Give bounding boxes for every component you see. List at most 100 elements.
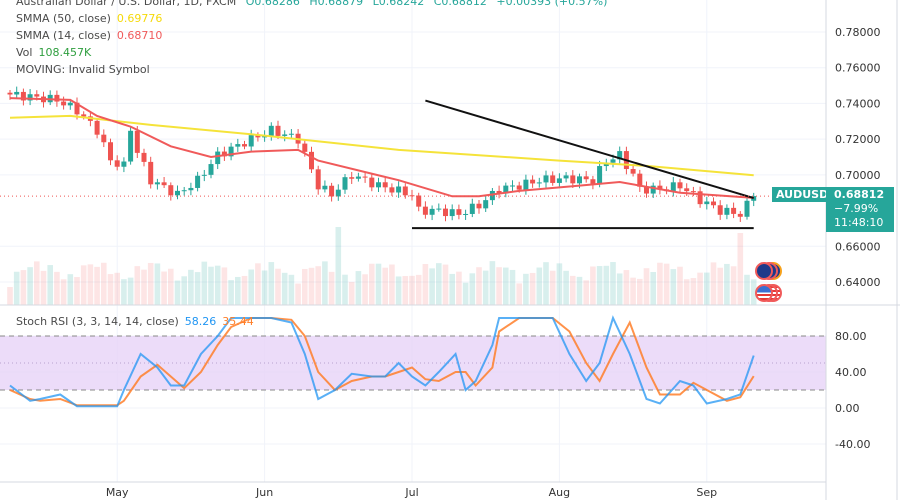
volume-bar xyxy=(174,280,181,305)
candle-body xyxy=(228,146,234,157)
candle-body xyxy=(235,144,241,147)
volume-bar xyxy=(54,271,60,305)
candle-body xyxy=(684,188,690,192)
price-axis-label: 0.74000 xyxy=(835,97,881,110)
candle-body xyxy=(443,208,448,217)
volume-bar xyxy=(409,275,415,305)
volume-bar xyxy=(596,266,603,305)
volume-bar xyxy=(516,283,522,305)
candle-body xyxy=(570,175,576,184)
volume-bar xyxy=(603,265,610,305)
volume-bar xyxy=(362,274,368,305)
candle-body xyxy=(349,177,355,179)
moving-legend[interactable]: MOVING: Invalid Symbol xyxy=(16,63,156,76)
volume-bar xyxy=(241,275,248,305)
time-axis-label: Aug xyxy=(549,486,570,499)
smma14-legend[interactable]: SMMA (14, close) 0.68710 xyxy=(16,29,168,42)
stoch-k-line xyxy=(9,315,755,408)
volume-bar xyxy=(643,268,650,305)
volume-bar xyxy=(429,268,435,305)
candle-body xyxy=(704,201,710,205)
volume-bar xyxy=(442,264,449,305)
candle-body xyxy=(54,94,60,102)
volume-bar xyxy=(328,271,335,305)
volume-bar xyxy=(355,271,362,305)
volume-bar xyxy=(154,263,161,305)
candle-body xyxy=(436,208,442,210)
volume-label: Vol xyxy=(16,46,33,59)
current-price: 0.68812 xyxy=(834,188,885,201)
candle-body xyxy=(154,182,160,185)
volume-bar xyxy=(134,266,141,305)
volume-bar xyxy=(87,264,94,305)
volume-bar xyxy=(476,267,482,305)
volume-bar xyxy=(20,270,27,305)
stoch-rsi-legend[interactable]: Stoch RSI (3, 3, 14, 14, close) 58.26 35.4… xyxy=(16,315,260,328)
price-axis-label: 0.70000 xyxy=(835,169,881,182)
candle-body xyxy=(195,175,201,188)
volume-bar xyxy=(657,262,663,305)
volume-bar xyxy=(543,262,549,305)
candle-body xyxy=(449,209,455,217)
candle-body xyxy=(489,190,495,201)
volume-bar xyxy=(449,273,455,305)
candle-body xyxy=(536,182,542,184)
candle-body xyxy=(181,190,187,192)
volume-bar xyxy=(101,262,107,305)
candle-body xyxy=(74,102,80,115)
volume-bar xyxy=(248,269,254,305)
volume-bar xyxy=(690,278,697,305)
volume-bar xyxy=(60,279,67,305)
volume-bar xyxy=(121,279,127,305)
volume-bar xyxy=(275,268,281,305)
candle-body xyxy=(141,152,147,162)
volume-bar xyxy=(255,263,261,305)
ohlc-high: H0.68879 xyxy=(309,0,364,8)
candle-body xyxy=(335,189,341,197)
volume-bar xyxy=(295,283,301,305)
volume-bar xyxy=(717,267,723,305)
volume-bar xyxy=(261,270,268,305)
volume-bar xyxy=(616,273,623,305)
volume-bar xyxy=(663,263,670,305)
volume-bar xyxy=(697,272,703,305)
volume-bar xyxy=(308,267,315,305)
volume-bar xyxy=(74,277,80,305)
stoch-axis-label: 0.00 xyxy=(835,402,860,415)
stoch-k-value: 58.26 xyxy=(184,315,217,328)
volume-legend[interactable]: Vol 108.457K xyxy=(16,46,97,59)
candle-body xyxy=(530,179,536,184)
volume-bar xyxy=(107,274,114,305)
candle-body xyxy=(416,195,422,207)
volume-bar xyxy=(630,277,636,305)
candle-body xyxy=(108,142,113,161)
volume-bar xyxy=(509,269,516,305)
candle-body xyxy=(369,177,375,188)
candle-body xyxy=(583,176,589,180)
volume-bar xyxy=(536,267,543,305)
volume-bar xyxy=(563,270,569,305)
volume-bar xyxy=(40,270,47,305)
candle-body xyxy=(617,151,623,160)
volume-bar xyxy=(496,267,502,305)
candle-body xyxy=(255,135,261,138)
stoch-d-line xyxy=(9,317,755,407)
candle-body xyxy=(309,151,314,170)
volume-bar xyxy=(375,263,382,305)
candle-body xyxy=(94,120,100,135)
candle-body xyxy=(731,207,737,214)
candle-body xyxy=(744,200,750,217)
volume-bar xyxy=(94,266,100,305)
volume-bar xyxy=(181,276,187,305)
candle-body xyxy=(429,208,435,215)
stoch-axis-label: 40.00 xyxy=(835,366,867,379)
volume-bar xyxy=(482,270,489,305)
volume-bar xyxy=(7,287,13,305)
symbol-tag: AUDUSD xyxy=(772,187,833,202)
candle-body xyxy=(67,102,73,106)
candle-body xyxy=(610,159,616,163)
candle-body xyxy=(302,143,308,152)
smma50-legend[interactable]: SMMA (50, close) 0.69776 xyxy=(16,12,168,25)
